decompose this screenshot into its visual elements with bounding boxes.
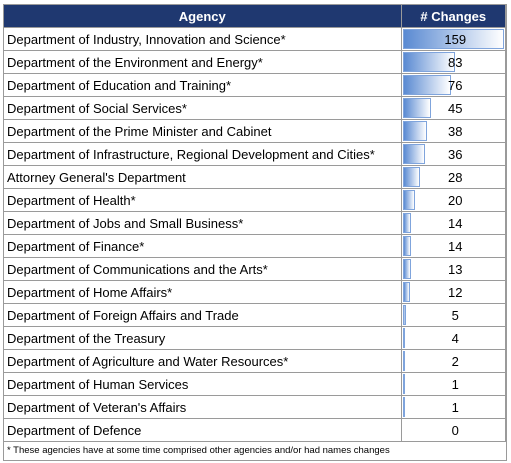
changes-cell: 12 <box>401 280 506 304</box>
agency-cell: Department of Infrastructure, Regional D… <box>4 142 402 166</box>
changes-value: 1 <box>451 399 459 415</box>
table-row: Department of Health* 20 <box>4 188 506 212</box>
table-row: Attorney General's Department 28 <box>4 165 506 189</box>
agency-cell: Department of the Environment and Energy… <box>4 50 402 74</box>
data-bar <box>402 397 405 417</box>
table-container: Agency # Changes Department of Industry,… <box>3 4 507 461</box>
changes-cell: 5 <box>401 303 506 327</box>
data-bar <box>402 52 456 72</box>
changes-cell: 1 <box>401 372 506 396</box>
table-row: Department of Communications and the Art… <box>4 257 506 281</box>
agency-cell: Department of Foreign Affairs and Trade <box>4 303 402 327</box>
table-row: Department of Veteran's Affairs 1 <box>4 395 506 419</box>
data-bar <box>402 213 412 233</box>
agency-cell: Department of Jobs and Small Business* <box>4 211 402 235</box>
changes-cell: 83 <box>401 50 506 74</box>
agency-cell: Department of Education and Training* <box>4 73 402 97</box>
changes-cell: 13 <box>401 257 506 281</box>
changes-cell: 14 <box>401 234 506 258</box>
table-row: Department of Foreign Affairs and Trade 5 <box>4 303 506 327</box>
agency-cell: Department of Human Services <box>4 372 402 396</box>
agency-cell: Attorney General's Department <box>4 165 402 189</box>
data-bar <box>402 98 432 118</box>
table-row: Department of the Environment and Energy… <box>4 50 506 74</box>
table-row: Department of the Prime Minister and Cab… <box>4 119 506 143</box>
changes-cell: 2 <box>401 349 506 373</box>
data-bar <box>402 29 504 49</box>
table-row: Department of Defence 0 <box>4 418 506 441</box>
changes-value: 14 <box>448 215 463 231</box>
table-row: Department of Home Affairs* 12 <box>4 280 506 304</box>
table-row: Department of the Treasury 4 <box>4 326 506 350</box>
agency-cell: Department of Home Affairs* <box>4 280 402 304</box>
changes-cell: 159 <box>401 27 506 51</box>
changes-value: 20 <box>448 192 463 208</box>
table-row: Department of Infrastructure, Regional D… <box>4 142 506 166</box>
data-bar <box>402 75 451 95</box>
agency-cell: Department of Veteran's Affairs <box>4 395 402 419</box>
changes-value: 12 <box>448 284 463 300</box>
table-row: Department of Finance* 14 <box>4 234 506 258</box>
changes-cell: 14 <box>401 211 506 235</box>
agency-cell: Department of Defence <box>4 418 402 441</box>
changes-cell: 38 <box>401 119 506 143</box>
data-bar <box>402 236 412 256</box>
table-row: Department of Jobs and Small Business* 14 <box>4 211 506 235</box>
table-row: Department of Industry, Innovation and S… <box>4 27 506 51</box>
changes-cell: 76 <box>401 73 506 97</box>
changes-value: 76 <box>448 77 463 93</box>
header-row: Agency # Changes <box>4 5 506 28</box>
agency-cell: Department of the Prime Minister and Cab… <box>4 119 402 143</box>
changes-value: 159 <box>444 31 467 47</box>
data-bar <box>402 259 411 279</box>
table-row: Department of Education and Training* 76 <box>4 73 506 97</box>
header-cell: Agency <box>4 5 402 28</box>
data-bar <box>402 305 406 325</box>
data-bar <box>402 167 421 187</box>
data-bar <box>402 144 426 164</box>
changes-value: 28 <box>448 169 463 185</box>
agency-cell: Department of the Treasury <box>4 326 402 350</box>
agency-table: Agency # Changes Department of Industry,… <box>4 5 506 441</box>
changes-cell: 1 <box>401 395 506 419</box>
changes-value: 45 <box>448 100 463 116</box>
changes-value: 0 <box>451 422 459 438</box>
changes-value: 83 <box>448 54 463 70</box>
changes-value: 1 <box>451 376 459 392</box>
table-row: Department of Agriculture and Water Reso… <box>4 349 506 373</box>
changes-value: 5 <box>451 307 459 323</box>
data-bar <box>402 282 411 302</box>
header-cell: # Changes <box>401 5 506 28</box>
data-bar <box>402 351 405 371</box>
agency-cell: Department of Agriculture and Water Reso… <box>4 349 402 373</box>
agency-cell: Department of Finance* <box>4 234 402 258</box>
changes-value: 2 <box>451 353 459 369</box>
agency-cell: Department of Health* <box>4 188 402 212</box>
changes-cell: 0 <box>401 418 506 441</box>
data-bar <box>402 190 416 210</box>
changes-cell: 36 <box>401 142 506 166</box>
changes-cell: 20 <box>401 188 506 212</box>
changes-cell: 4 <box>401 326 506 350</box>
agency-cell: Department of Communications and the Art… <box>4 257 402 281</box>
agency-cell: Department of Social Services* <box>4 96 402 120</box>
changes-cell: 45 <box>401 96 506 120</box>
table-body: Department of Industry, Innovation and S… <box>4 27 506 441</box>
changes-value: 36 <box>448 146 463 162</box>
changes-value: 38 <box>448 123 463 139</box>
table-row: Department of Human Services 1 <box>4 372 506 396</box>
changes-value: 13 <box>448 261 463 277</box>
data-bar <box>402 121 427 141</box>
changes-value: 4 <box>451 330 459 346</box>
data-bar <box>402 374 405 394</box>
changes-value: 14 <box>448 238 463 254</box>
table-row: Department of Social Services* 45 <box>4 96 506 120</box>
data-bar <box>402 328 406 348</box>
footnote: * These agencies have at some time compr… <box>4 441 506 460</box>
changes-cell: 28 <box>401 165 506 189</box>
agency-cell: Department of Industry, Innovation and S… <box>4 27 402 51</box>
